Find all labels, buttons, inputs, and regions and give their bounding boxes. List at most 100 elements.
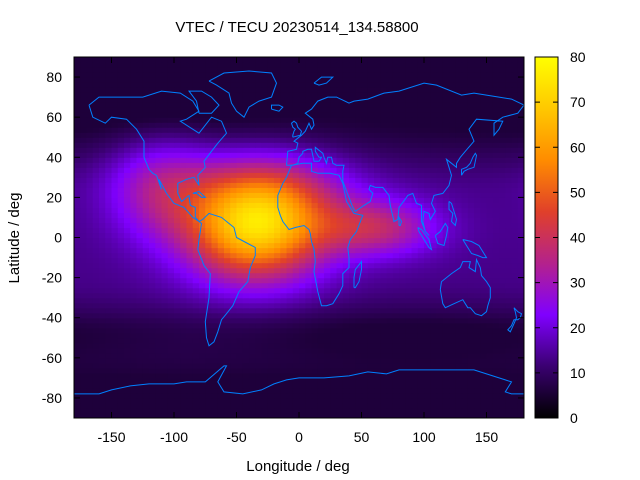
heatmap-cell [442, 187, 450, 193]
heatmap-cell [392, 267, 400, 274]
heatmap-cell [505, 292, 513, 299]
heatmap-cell [186, 172, 194, 178]
heatmap-cell [167, 412, 175, 418]
heatmap-cell [474, 137, 481, 143]
heatmap-cell [342, 237, 350, 244]
heatmap-cell [505, 252, 513, 259]
heatmap-cell [186, 142, 194, 148]
heatmap-cell [305, 277, 313, 284]
heatmap-cell [199, 207, 206, 214]
heatmap-cell [267, 322, 275, 329]
heatmap-cell [211, 172, 219, 178]
heatmap-cell [217, 402, 225, 409]
heatmap-cell [124, 247, 131, 254]
heatmap-cell [486, 92, 494, 98]
heatmap-cell [117, 302, 125, 309]
heatmap-cell [405, 332, 413, 339]
heatmap-cell [324, 387, 331, 394]
heatmap-cell [399, 137, 406, 143]
heatmap-cell [480, 387, 488, 394]
heatmap-cell [361, 377, 369, 384]
heatmap-cell [111, 217, 119, 224]
heatmap-cell [117, 407, 125, 414]
heatmap-cell [449, 307, 456, 314]
heatmap-cell [305, 162, 313, 168]
heatmap-cell [405, 217, 413, 224]
heatmap-cell [424, 352, 431, 359]
heatmap-cell [355, 152, 363, 158]
heatmap-cell [180, 167, 188, 173]
heatmap-cell [342, 207, 350, 214]
heatmap-cell [411, 277, 419, 284]
heatmap-cell [374, 277, 381, 284]
heatmap-cell [186, 222, 194, 229]
heatmap-cell [205, 137, 213, 143]
heatmap-cell [111, 162, 119, 168]
heatmap-cell [274, 207, 281, 214]
heatmap-cell [486, 202, 494, 209]
heatmap-cell [349, 412, 356, 418]
heatmap-cell [455, 282, 463, 289]
heatmap-cell [499, 292, 506, 299]
heatmap-cell [517, 147, 524, 153]
heatmap-cell [367, 302, 375, 309]
heatmap-cell [405, 222, 413, 229]
heatmap-cell [430, 242, 438, 249]
heatmap-cell [361, 382, 369, 389]
heatmap-cell [492, 177, 500, 183]
heatmap-cell [436, 117, 444, 123]
heatmap-cell [467, 167, 475, 173]
heatmap-cell [111, 382, 119, 389]
heatmap-cell [180, 122, 188, 128]
heatmap-cell [505, 187, 513, 193]
heatmap-cell [192, 142, 200, 148]
heatmap-cell [80, 297, 88, 304]
heatmap-cell [367, 307, 375, 314]
heatmap-cell [461, 77, 469, 83]
heatmap-cell [386, 307, 394, 314]
heatmap-cell [274, 257, 281, 264]
heatmap-cell [211, 137, 219, 143]
heatmap-cell [230, 237, 238, 244]
heatmap-cell [411, 117, 419, 123]
heatmap-cell [192, 232, 200, 239]
heatmap-cell [74, 72, 81, 78]
heatmap-cell [517, 237, 524, 244]
heatmap-cell [486, 332, 494, 339]
heatmap-cell [161, 292, 169, 299]
heatmap-cell [124, 382, 131, 389]
heatmap-cell [467, 337, 475, 344]
heatmap-cell [86, 217, 94, 224]
heatmap-cell [361, 387, 369, 394]
heatmap-cell [399, 287, 406, 294]
heatmap-cell [417, 82, 425, 88]
heatmap-cell [449, 317, 456, 324]
heatmap-cell [355, 332, 363, 339]
heatmap-cell [299, 197, 306, 203]
heatmap-cell [349, 367, 356, 374]
heatmap-cell [280, 222, 288, 229]
heatmap-cell [330, 87, 338, 93]
heatmap-cell [330, 117, 338, 123]
heatmap-cell [224, 162, 231, 168]
heatmap-cell [311, 307, 319, 314]
heatmap-cell [86, 132, 94, 138]
heatmap-cell [92, 247, 100, 254]
heatmap-cell [311, 332, 319, 339]
heatmap-cell [155, 87, 163, 93]
heatmap-cell [136, 302, 144, 309]
heatmap-cell [255, 177, 263, 183]
heatmap-cell [242, 222, 250, 229]
heatmap-cell [261, 217, 269, 224]
heatmap-cell [380, 97, 388, 103]
heatmap-cell [80, 392, 88, 399]
heatmap-cell [367, 182, 375, 188]
heatmap-cell [99, 237, 106, 244]
heatmap-cell [192, 382, 200, 389]
heatmap-cell [136, 177, 144, 183]
heatmap-cell [517, 372, 524, 379]
heatmap-cell [411, 397, 419, 404]
heatmap-cell [324, 257, 331, 264]
heatmap-cell [392, 322, 400, 329]
heatmap-cell [311, 277, 319, 284]
